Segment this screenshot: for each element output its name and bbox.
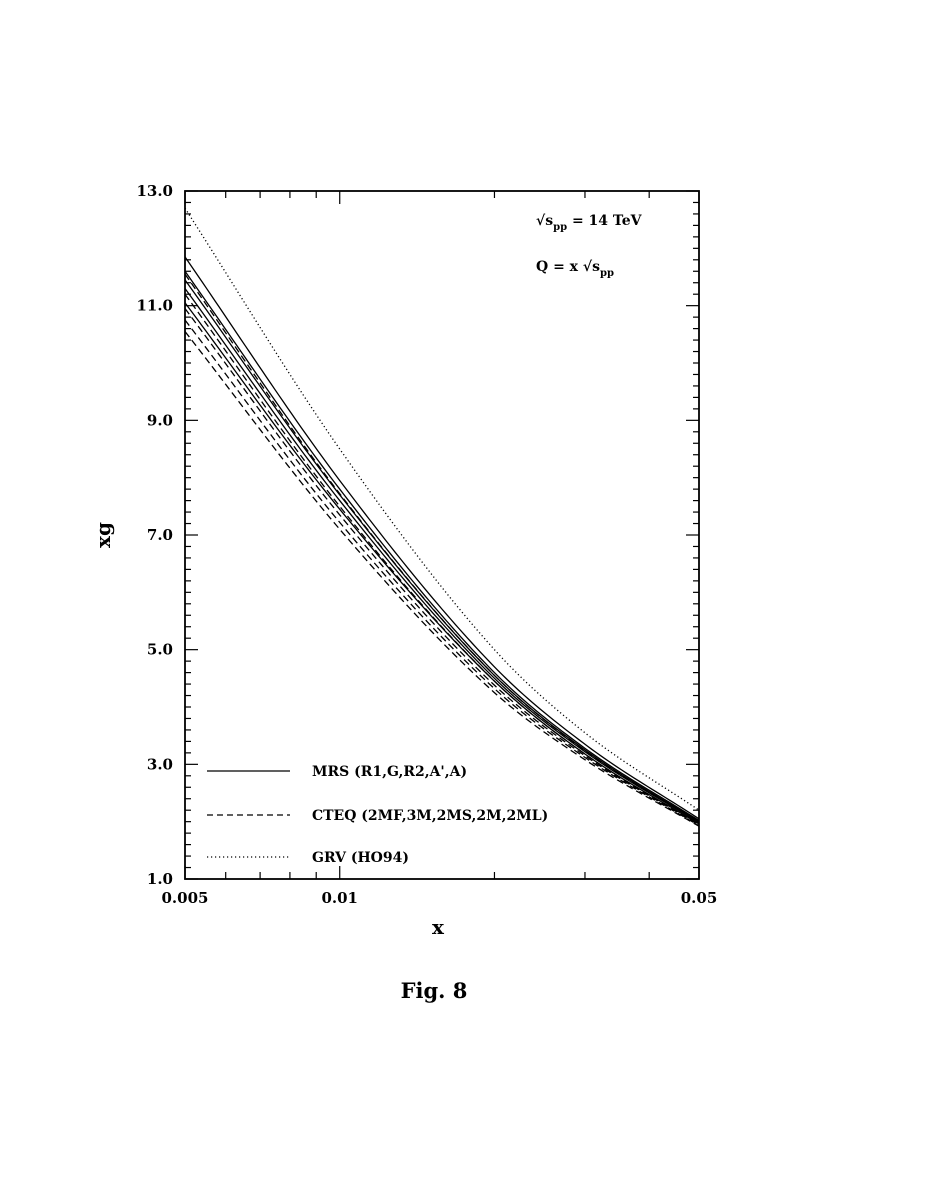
energy-annotation: √spp = 14 TeV Q = x √spp	[536, 213, 643, 279]
legend-label-mrs: MRS (R1,G,R2,A',A)	[312, 764, 467, 780]
y-axis-title: xg	[91, 522, 115, 548]
y-tick-label: 11.0	[136, 297, 173, 315]
svg-text:√spp = 14 TeV: √spp = 14 TeV	[536, 213, 643, 233]
x-tick-labels: 0.005 0.01 0.05	[162, 889, 718, 907]
curve-dotted-10	[184, 207, 700, 811]
x-tick-label: 0.01	[321, 889, 358, 907]
plot-frame	[184, 190, 700, 880]
x-axis-title: x	[432, 915, 445, 939]
y-tick-labels: 1.0 3.0 5.0 7.0 9.0 11.0 13.0	[136, 182, 173, 888]
y-tick-label: 13.0	[136, 182, 173, 200]
legend: MRS (R1,G,R2,A',A) CTEQ (2MF,3M,2MS,2M,2…	[207, 764, 548, 866]
y-tick-label: 3.0	[147, 755, 173, 773]
annotation-line2-prefix: Q = x √s	[536, 259, 600, 275]
legend-label-grv: GRV (HO94)	[312, 850, 409, 866]
curve-dashed-5	[184, 273, 700, 824]
y-tick-label: 5.0	[147, 641, 173, 659]
annotation-line1-suffix: = 14 TeV	[567, 213, 643, 229]
annotation-line1-prefix: √s	[536, 213, 553, 229]
curve-dashed-6	[184, 293, 700, 826]
figure-caption: Fig. 8	[401, 978, 468, 1003]
y-tick-label: 7.0	[147, 526, 173, 544]
annotation-line2-sub: pp	[600, 268, 614, 279]
curve-solid-3	[184, 288, 700, 824]
curve-solid-0	[184, 256, 700, 820]
y-tick-label: 1.0	[147, 870, 173, 888]
legend-label-cteq: CTEQ (2MF,3M,2MS,2M,2ML)	[312, 808, 548, 824]
curves	[184, 207, 700, 827]
y-tick-label: 9.0	[147, 411, 173, 429]
curve-dashed-8	[184, 319, 700, 827]
curve-dashed-9	[184, 331, 700, 827]
curve-solid-2	[184, 279, 700, 823]
curve-dashed-7	[184, 308, 700, 826]
curve-solid-1	[184, 270, 700, 822]
annotation-line1-sub: pp	[553, 222, 567, 233]
svg-text:Q = x √spp: Q = x √spp	[536, 259, 614, 279]
x-tick-label: 0.005	[162, 889, 209, 907]
x-tick-label: 0.05	[681, 889, 718, 907]
